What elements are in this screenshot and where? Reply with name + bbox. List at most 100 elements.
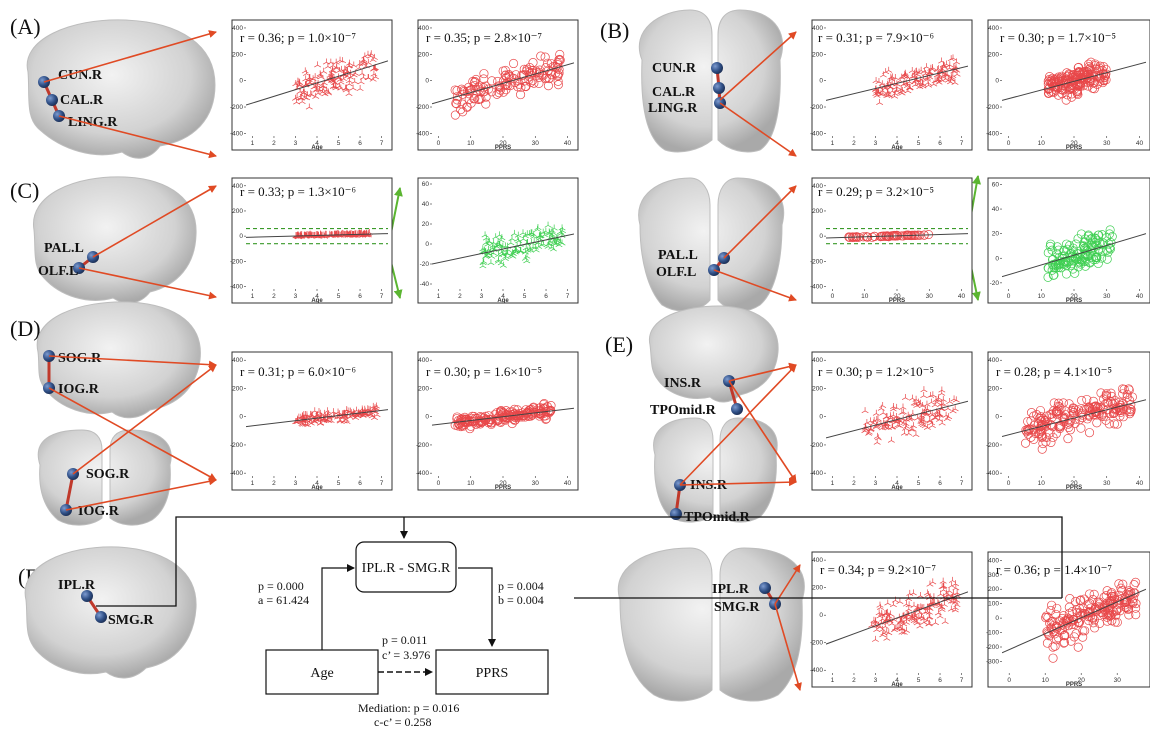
data-point	[923, 400, 931, 407]
data-point	[1107, 588, 1117, 598]
stat-f-pprs: r = 0.36; p = 1.4×10⁻⁷	[996, 562, 1112, 577]
data-point	[1105, 603, 1115, 613]
x-tick-label: 30	[926, 293, 934, 300]
x-tick-label: 1	[831, 480, 835, 487]
data-point	[479, 69, 489, 79]
x-tick-label: 1	[831, 677, 835, 684]
data-point	[1100, 71, 1111, 81]
data-point	[501, 85, 511, 95]
data-point	[540, 52, 550, 62]
label-iog-r-d: IOG.R	[58, 382, 100, 397]
pprs-box	[435, 649, 549, 695]
chart-B-pprs: 0 10 20 30 40 -400 -200 0 200 400 PPRS	[986, 25, 1146, 151]
data-point	[1055, 423, 1065, 434]
x-tick-label: 3	[294, 480, 298, 487]
data-point	[1047, 265, 1057, 275]
data-point	[1101, 389, 1112, 399]
data-point	[510, 229, 518, 236]
x-axis-label: Age	[311, 145, 323, 151]
chart-E-age: 1 2 3 4 5 6 7 -400 -200 0 200 400 Age	[810, 357, 968, 491]
data-point	[1092, 253, 1102, 263]
x-tick-label: 5	[337, 293, 341, 300]
data-point	[311, 73, 319, 80]
data-point	[471, 74, 481, 84]
x-axis-label: PPRS	[1066, 298, 1082, 304]
path-b-value: b = 0.004	[498, 593, 544, 607]
x-tick-label: 30	[532, 140, 540, 147]
data-point	[526, 77, 536, 87]
data-point	[933, 76, 941, 83]
x-tick-label: 20	[1078, 677, 1086, 684]
data-point	[1063, 434, 1073, 444]
chart-A-age: 1 2 3 4 5 6 7 -400 -200 0 200 400 Age	[230, 25, 388, 151]
data-point	[349, 84, 357, 91]
data-point	[476, 94, 486, 104]
data-point	[938, 386, 946, 393]
data-point	[543, 81, 553, 91]
data-point	[900, 419, 908, 426]
data-point	[527, 410, 537, 420]
data-point	[529, 243, 537, 250]
data-point	[1107, 609, 1117, 619]
y-tick-label: -200	[230, 442, 243, 449]
data-point	[1049, 270, 1059, 280]
data-point	[330, 82, 338, 89]
brain-d-posterior	[37, 429, 172, 526]
data-point	[462, 414, 472, 424]
y-tick-label: 20	[422, 221, 430, 228]
x-tick-label: 30	[1103, 480, 1111, 487]
data-point	[1060, 630, 1070, 640]
data-point	[1054, 422, 1064, 432]
data-point	[1052, 242, 1062, 252]
data-point	[481, 231, 489, 238]
data-point	[1088, 618, 1098, 628]
label-cal-r-a: CAL.R	[60, 93, 104, 108]
data-point	[312, 86, 320, 93]
y-tick-label: -200	[810, 640, 823, 647]
data-point	[1062, 71, 1073, 81]
data-point	[888, 619, 896, 626]
data-point	[337, 65, 345, 72]
x-tick-label: 6	[544, 293, 548, 300]
label-pal-l-c: PAL.L	[44, 241, 84, 256]
data-point	[308, 91, 316, 98]
data-point	[946, 397, 954, 404]
x-tick-label: 3	[874, 480, 878, 487]
y-tick-label: 400	[812, 557, 823, 564]
stat-d-age: r = 0.31; p = 6.0×10⁻⁶	[240, 364, 356, 379]
data-point	[1076, 229, 1086, 239]
data-point	[924, 616, 931, 623]
x-tick-label: 2	[272, 293, 276, 300]
y-tick-label: 200	[812, 385, 823, 392]
data-point	[1093, 70, 1103, 80]
data-point	[470, 76, 480, 87]
data-point	[494, 257, 502, 264]
data-point	[1088, 78, 1099, 88]
stat-labels: r = 0.36; p = 1.0×10⁻⁷ r = 0.35; p = 2.8…	[240, 30, 1116, 577]
data-point	[1110, 617, 1120, 627]
label-ins-r-e2: INS.R	[690, 478, 728, 493]
y-tick-label: 200	[232, 385, 243, 392]
x-axis-label: PPRS	[1066, 485, 1082, 491]
data-point	[1069, 74, 1079, 84]
data-point	[533, 225, 541, 232]
data-point	[912, 430, 920, 437]
pprs-box-label: PPRS	[476, 666, 509, 681]
data-point	[356, 60, 364, 67]
data-point	[527, 67, 537, 78]
data-point	[929, 391, 937, 398]
data-point	[494, 88, 504, 98]
data-point	[1127, 392, 1137, 402]
y-tick-label: -400	[986, 470, 999, 477]
label-sog-r-d: SOG.R	[58, 351, 102, 366]
data-point	[495, 250, 503, 257]
y-tick-label: 100	[988, 601, 999, 608]
label-smg-r-f2: SMG.R	[714, 600, 760, 615]
data-point	[879, 631, 887, 638]
data-point	[1070, 268, 1080, 278]
data-point	[464, 82, 474, 92]
data-point	[345, 90, 353, 97]
x-tick-label: 20	[499, 140, 507, 147]
y-tick-label: 0	[995, 414, 999, 421]
x-tick-label: 2	[852, 480, 856, 487]
